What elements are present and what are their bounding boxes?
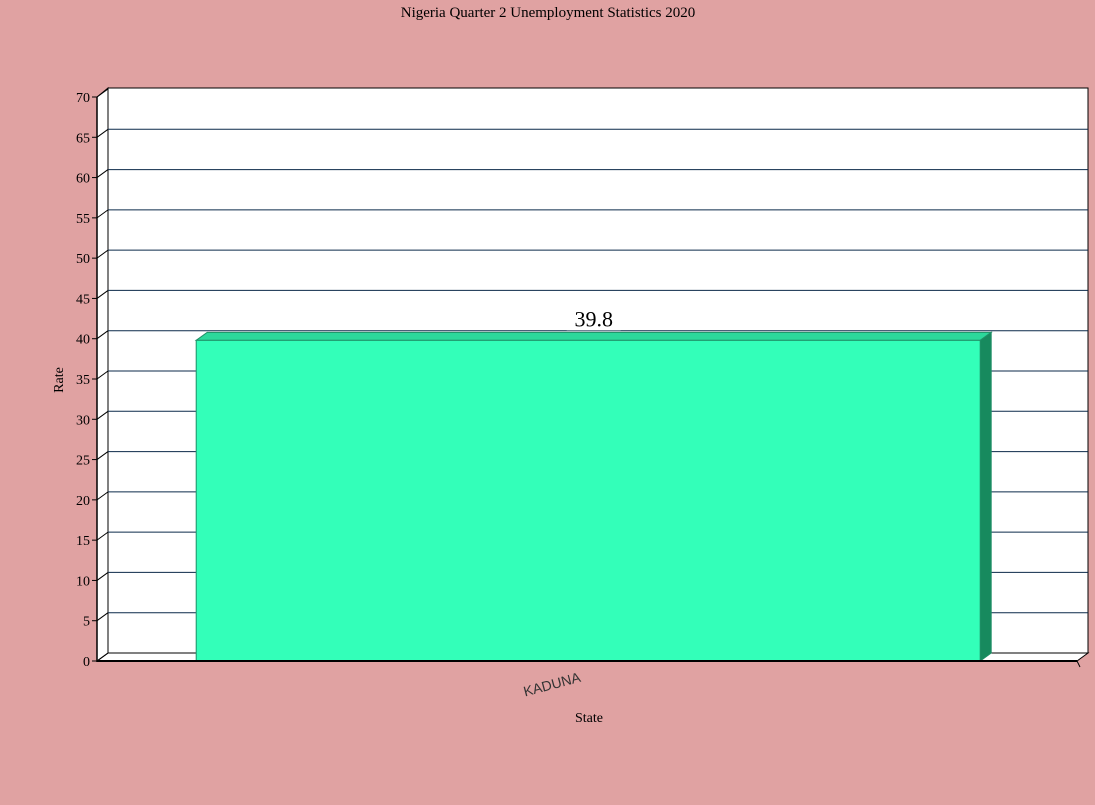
y-tick-label: 15 bbox=[76, 534, 90, 549]
y-tick-label: 25 bbox=[76, 454, 90, 469]
bar-side bbox=[979, 331, 992, 662]
y-tick-label: 60 bbox=[76, 172, 90, 187]
gridline-depth bbox=[96, 128, 109, 138]
gridline-depth bbox=[96, 410, 109, 420]
data-label-background bbox=[566, 304, 621, 331]
y-tick-label: 40 bbox=[76, 333, 90, 348]
y-tick-label: 5 bbox=[83, 615, 90, 630]
bars bbox=[194, 331, 993, 662]
y-tick-label: 45 bbox=[76, 292, 90, 307]
y-tick-label: 0 bbox=[83, 655, 90, 670]
gridline-depth bbox=[96, 572, 109, 581]
data-label: 39.8 bbox=[574, 306, 613, 331]
y-tick-label: 65 bbox=[76, 131, 90, 146]
y-tick-label: 55 bbox=[76, 212, 90, 227]
chart-title: Nigeria Quarter 2 Unemployment Statistic… bbox=[401, 5, 696, 21]
y-tick-label: 70 bbox=[76, 91, 90, 106]
gridline-depth bbox=[96, 370, 109, 380]
gridline-depth bbox=[96, 531, 109, 541]
gridline-depth bbox=[96, 451, 109, 460]
gridline-depth bbox=[96, 169, 109, 178]
x-axis-end-tick bbox=[1076, 660, 1081, 668]
y-tick-label: 50 bbox=[76, 252, 90, 267]
gridline-depth bbox=[96, 290, 109, 299]
axes bbox=[92, 96, 1081, 668]
y-axis-title: Rate bbox=[52, 367, 67, 393]
gridline-depth bbox=[96, 249, 109, 259]
x-axis-title: State bbox=[575, 711, 603, 726]
gridline-depth bbox=[96, 209, 109, 219]
y-tick-label: 20 bbox=[76, 494, 90, 509]
gridline-depth bbox=[96, 612, 109, 622]
bar bbox=[195, 339, 981, 662]
y-tick-label: 30 bbox=[76, 413, 90, 428]
gridline-depth bbox=[96, 330, 109, 340]
gridline-depth bbox=[96, 88, 109, 98]
bar-top bbox=[194, 331, 993, 341]
y-tick-label: 35 bbox=[76, 373, 90, 388]
x-category-label: KADUNA bbox=[522, 669, 583, 700]
gridline-depth bbox=[96, 491, 109, 501]
y-tick-label: 10 bbox=[76, 574, 90, 589]
gridline-depth bbox=[96, 652, 109, 662]
